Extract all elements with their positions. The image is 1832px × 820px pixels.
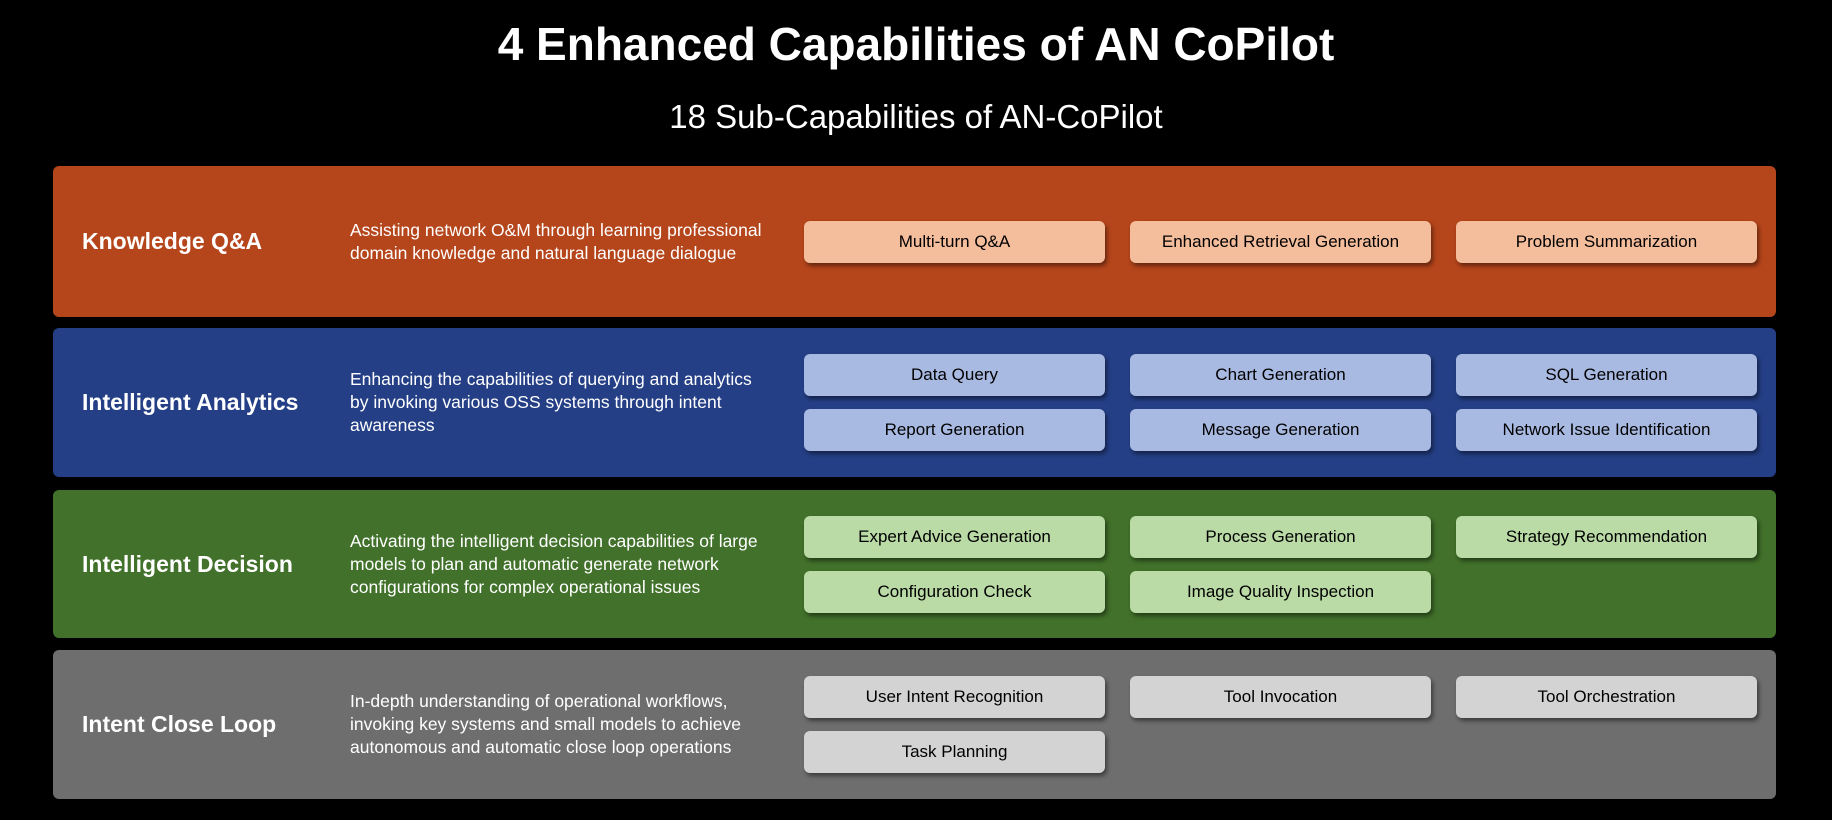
capability-panel-knowledge-q-a: Knowledge Q&A Assisting network O&M throu…	[53, 166, 1776, 317]
capability-description: Assisting network O&M through learning p…	[350, 219, 762, 263]
sub-capability-chip: Enhanced Retrieval Generation	[1130, 220, 1431, 263]
sub-capability-chip: SQL Generation	[1456, 354, 1757, 396]
sub-capability-grid: Multi-turn Q&A Enhanced Retrieval Generat…	[804, 220, 1757, 263]
sub-capability-chip: Tool Orchestration	[1456, 676, 1757, 718]
sub-capability-chip: Report Generation	[804, 409, 1105, 451]
capability-description: In-depth understanding of operational wo…	[350, 691, 742, 757]
sub-capability-chip: User Intent Recognition	[804, 676, 1105, 718]
sub-capability-chip: Data Query	[804, 354, 1105, 396]
capability-label: Intelligent Analytics	[82, 389, 299, 415]
page-subtitle: 18 Sub-Capabilities of AN-CoPilot	[669, 98, 1163, 135]
sub-capability-chip: Task Planning	[804, 731, 1105, 773]
sub-capability-grid: User Intent Recognition Tool Invocation To…	[804, 676, 1757, 773]
sub-capability-chip: Chart Generation	[1130, 354, 1431, 396]
capability-panel-intent-close-loop: Intent Close Loop In-depth understanding …	[53, 650, 1776, 799]
capability-description: Enhancing the capabilities of querying a…	[350, 369, 752, 435]
sub-capability-chip: Network Issue Identification	[1456, 409, 1757, 451]
sub-capability-chip: Tool Invocation	[1130, 676, 1431, 718]
sub-capability-chip: Image Quality Inspection	[1130, 570, 1431, 613]
capability-label: Intent Close Loop	[82, 711, 277, 737]
capability-label: Intelligent Decision	[82, 550, 293, 577]
capability-description: Activating the intelligent decision capa…	[350, 530, 758, 597]
capability-label: Knowledge Q&A	[82, 228, 263, 254]
sub-capability-chip: Message Generation	[1130, 409, 1431, 451]
page-title: 4 Enhanced Capabilities of AN CoPilot	[497, 18, 1335, 70]
sub-capability-chip: Strategy Recommendation	[1456, 515, 1757, 558]
sub-capability-grid: Data Query Chart Generation SQL Generation…	[804, 354, 1757, 451]
sub-capability-chip: Configuration Check	[804, 570, 1105, 613]
sub-capability-chip: Multi-turn Q&A	[804, 220, 1105, 263]
capability-panel-intelligent-analytics: Intelligent Analytics Enhancing the capab…	[53, 328, 1776, 477]
sub-capability-chip: Process Generation	[1130, 515, 1431, 558]
sub-capability-chip: Problem Summarization	[1456, 220, 1757, 263]
sub-capability-grid: Expert Advice Generation Process Generati…	[804, 515, 1757, 613]
capability-panel-intelligent-decision: Intelligent Decision Activating the intel…	[53, 490, 1776, 638]
sub-capability-chip: Expert Advice Generation	[804, 515, 1105, 558]
